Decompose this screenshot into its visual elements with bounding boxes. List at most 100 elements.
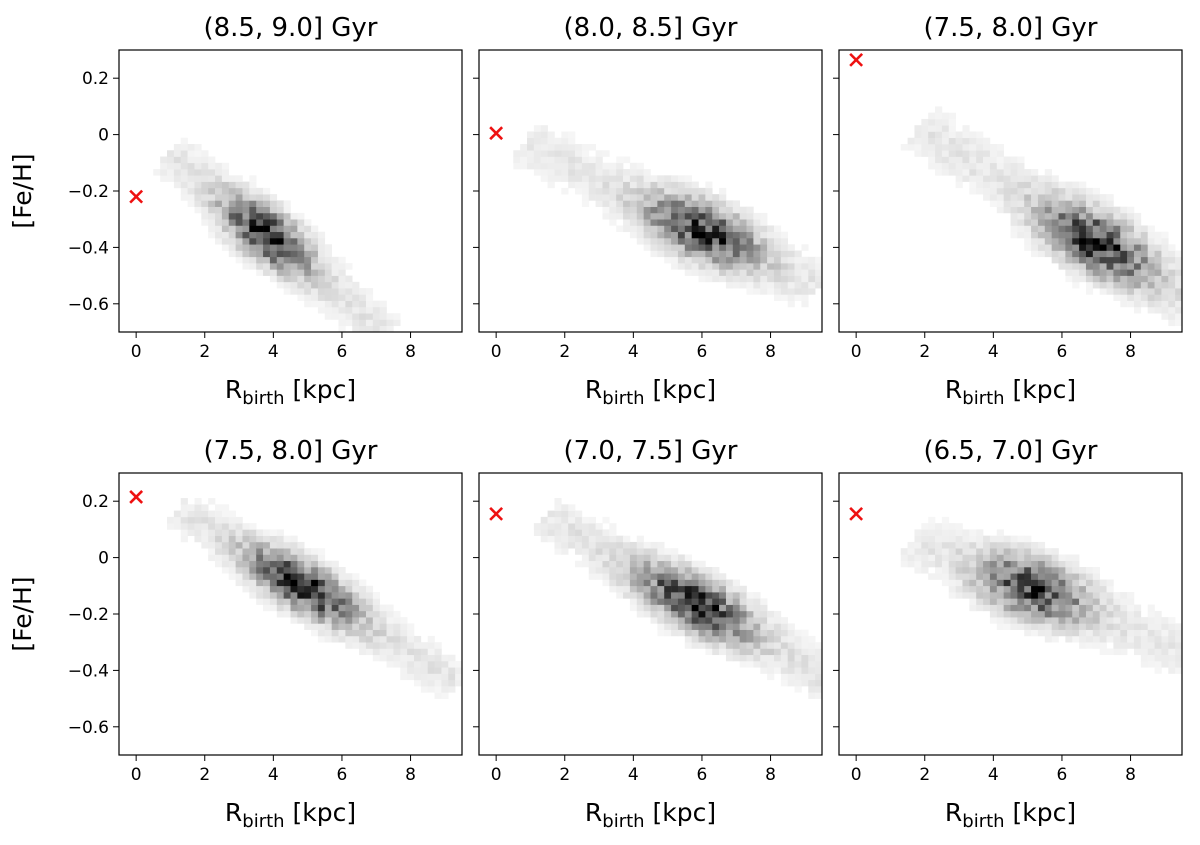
histogram-cell	[976, 175, 984, 182]
histogram-cell	[1099, 263, 1107, 270]
histogram-cell	[1106, 281, 1114, 289]
histogram-cell	[671, 610, 679, 618]
histogram-cell	[1072, 610, 1080, 618]
histogram-cell	[677, 256, 686, 264]
histogram-cell	[760, 238, 768, 245]
histogram-cell	[787, 623, 795, 630]
histogram-cell	[719, 623, 727, 630]
histogram-cell	[643, 610, 651, 618]
histogram-cell	[1017, 604, 1025, 612]
histogram-cell	[201, 541, 209, 549]
histogram-cell	[671, 212, 679, 220]
histogram-cell	[283, 281, 291, 289]
histogram-cell	[941, 131, 950, 139]
histogram-cell	[989, 617, 998, 624]
histogram-cell	[955, 131, 963, 139]
histogram-cell	[290, 567, 298, 574]
histogram-cell	[588, 181, 596, 189]
histogram-cell	[1031, 219, 1039, 226]
histogram-cell	[1072, 225, 1080, 233]
histogram-cell	[352, 288, 360, 295]
histogram-cell	[317, 554, 326, 562]
histogram-cell	[290, 598, 298, 605]
histogram-cell	[249, 181, 257, 189]
histogram-cell	[180, 498, 188, 505]
histogram-cell	[725, 592, 734, 599]
histogram-cell	[1044, 629, 1052, 637]
histogram-cell	[311, 275, 319, 283]
x-tick-label: 0	[491, 342, 502, 362]
histogram-cell	[801, 635, 809, 643]
histogram-cell	[914, 150, 922, 157]
histogram-cell	[808, 642, 816, 649]
histogram-cell	[773, 648, 782, 656]
histogram-cell	[808, 269, 816, 276]
histogram-cell	[263, 560, 271, 568]
histogram-cell	[249, 548, 257, 555]
histogram-cell	[801, 281, 809, 289]
histogram-cell	[1127, 275, 1135, 283]
histogram-cell	[1092, 219, 1100, 226]
histogram-cell	[1072, 629, 1080, 637]
histogram-cell	[636, 604, 644, 612]
histogram-cell	[386, 604, 394, 612]
histogram-cell	[1072, 263, 1080, 270]
histogram-cell	[1079, 629, 1087, 637]
histogram-cell	[276, 250, 284, 258]
histogram-cell	[1092, 238, 1100, 245]
histogram-cell	[1079, 194, 1087, 201]
histogram-cell	[664, 238, 672, 245]
histogram-cell	[780, 294, 788, 301]
histogram-cell	[1079, 635, 1087, 643]
histogram-cell	[712, 610, 720, 618]
histogram-cell	[746, 623, 754, 630]
histogram-cell	[629, 200, 638, 207]
x-tick-label: 4	[628, 342, 639, 362]
x-axis-label-unit: [kpc]	[1005, 375, 1077, 404]
histogram-cell	[283, 206, 291, 214]
histogram-cell	[677, 212, 686, 220]
histogram-cell	[609, 585, 617, 593]
histogram-cell	[1175, 269, 1183, 276]
histogram-cell	[256, 585, 264, 593]
histogram-cell	[173, 169, 182, 176]
histogram-cell	[616, 579, 624, 587]
histogram-cell	[1140, 281, 1148, 289]
histogram-cell	[235, 238, 243, 245]
histogram-cell	[1010, 585, 1018, 593]
histogram-cell	[1079, 212, 1087, 220]
histogram-cell	[602, 200, 610, 207]
histogram-cell	[732, 281, 740, 289]
histogram-cell	[434, 692, 442, 699]
histogram-cell	[746, 238, 754, 245]
x-axis-label: Rbirth [kpc]	[225, 375, 356, 409]
x-tick-label: 2	[559, 765, 570, 785]
histogram-cell	[928, 573, 936, 580]
histogram-cell	[201, 516, 209, 524]
histogram-cell	[787, 269, 795, 276]
histogram-cell	[989, 548, 998, 555]
histogram-cell	[677, 206, 686, 214]
histogram-cell	[1044, 238, 1052, 245]
histogram-cell	[746, 219, 754, 226]
histogram-cell	[595, 200, 603, 207]
histogram-cell	[1168, 300, 1176, 308]
histogram-cell	[712, 244, 720, 251]
histogram-cell	[1010, 212, 1018, 220]
histogram-cell	[760, 610, 768, 618]
histogram-cell	[732, 275, 740, 283]
histogram-cell	[1010, 598, 1018, 605]
x-axis-label-main: R	[945, 798, 962, 827]
histogram-cell	[609, 219, 617, 226]
histogram-cell	[1133, 288, 1142, 295]
histogram-cell	[324, 256, 332, 264]
histogram-cell	[1106, 598, 1114, 605]
histogram-cell	[664, 604, 672, 612]
histogram-cell	[173, 181, 182, 189]
histogram-cell	[801, 667, 809, 674]
histogram-cell	[760, 225, 768, 233]
histogram-cell	[671, 560, 679, 568]
histogram-cell	[753, 635, 761, 643]
histogram-cell	[547, 137, 555, 145]
histogram-cell	[976, 535, 984, 543]
